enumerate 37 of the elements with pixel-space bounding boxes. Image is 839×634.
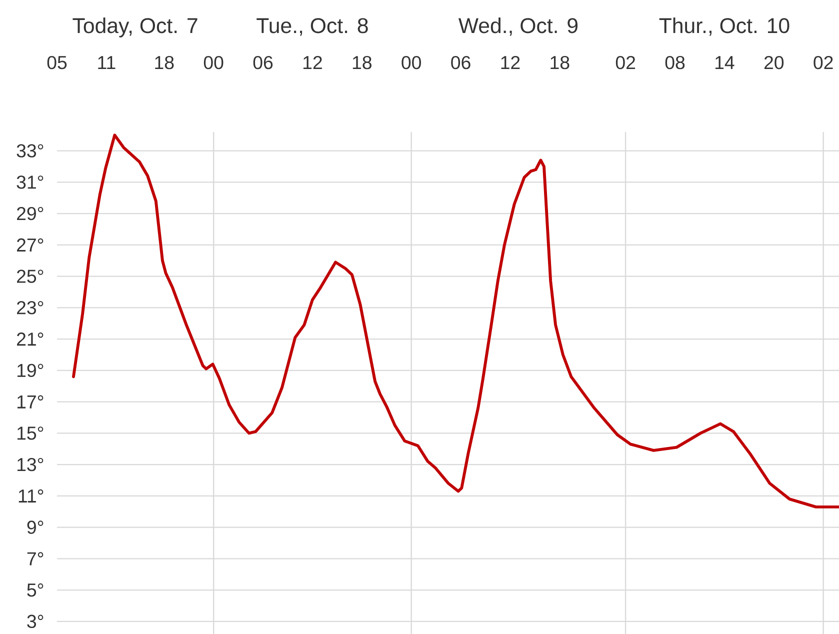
y-tick-label: 27°	[17, 238, 44, 252]
x-tick-label: 11	[98, 56, 116, 69]
line-series	[72, 134, 839, 508]
y-tick-label: 29°	[17, 206, 44, 220]
x-tick-label: 14	[715, 56, 734, 69]
x-tick-label: 18	[155, 56, 174, 70]
y-tick-label: 5°	[27, 583, 44, 597]
y-tick-label: 15°	[17, 426, 44, 440]
y-tick-label: 31°	[16, 176, 44, 189]
text: Thur., Oct. 10	[659, 18, 790, 36]
x-tick-label: 18	[550, 56, 570, 70]
y-tick-label: 3°	[27, 614, 44, 628]
x-tick-label: 18	[352, 56, 372, 70]
y-tick-label: 17°	[17, 395, 44, 408]
x-tick-label: 12	[303, 56, 322, 69]
y-tick-label: 19°	[17, 364, 44, 378]
y-tick-label: 23°	[17, 301, 44, 314]
x-tick-label: 00	[402, 56, 421, 70]
y-tick-label: 13°	[17, 458, 44, 472]
y-tick-label: 33°	[16, 144, 44, 158]
x-tick-label: 12	[501, 56, 520, 69]
y-tick-label: 21°	[17, 332, 44, 346]
x-tick-label: 06	[253, 56, 273, 70]
x-tick-label: 05	[47, 56, 67, 70]
x-tick-label: 08	[665, 56, 685, 70]
text: Today, Oct. 7	[72, 18, 198, 38]
y-tick-label: 25°	[17, 270, 44, 283]
text: Tue., Oct. 8	[256, 18, 368, 36]
x-tick-label: 00	[204, 56, 224, 70]
x-tick-label: 02	[616, 56, 636, 70]
x-tick-label: 06	[451, 56, 470, 70]
y-tick-label: 7°	[27, 552, 44, 566]
y-tick-label: 9°	[27, 520, 44, 534]
x-tick-label: 20	[764, 56, 784, 70]
y-tick-label: 11°	[18, 489, 44, 502]
x-tick-label: 02	[814, 56, 833, 70]
text: Wed., Oct. 9	[458, 18, 578, 36]
